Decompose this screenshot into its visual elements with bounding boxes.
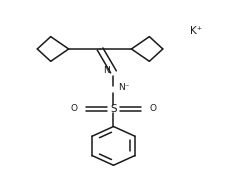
Text: O: O xyxy=(149,104,156,113)
Text: O: O xyxy=(71,104,78,113)
Text: S: S xyxy=(110,104,117,114)
Text: K⁺: K⁺ xyxy=(190,26,202,36)
Text: N⁻: N⁻ xyxy=(118,83,129,92)
Text: N: N xyxy=(103,66,110,76)
